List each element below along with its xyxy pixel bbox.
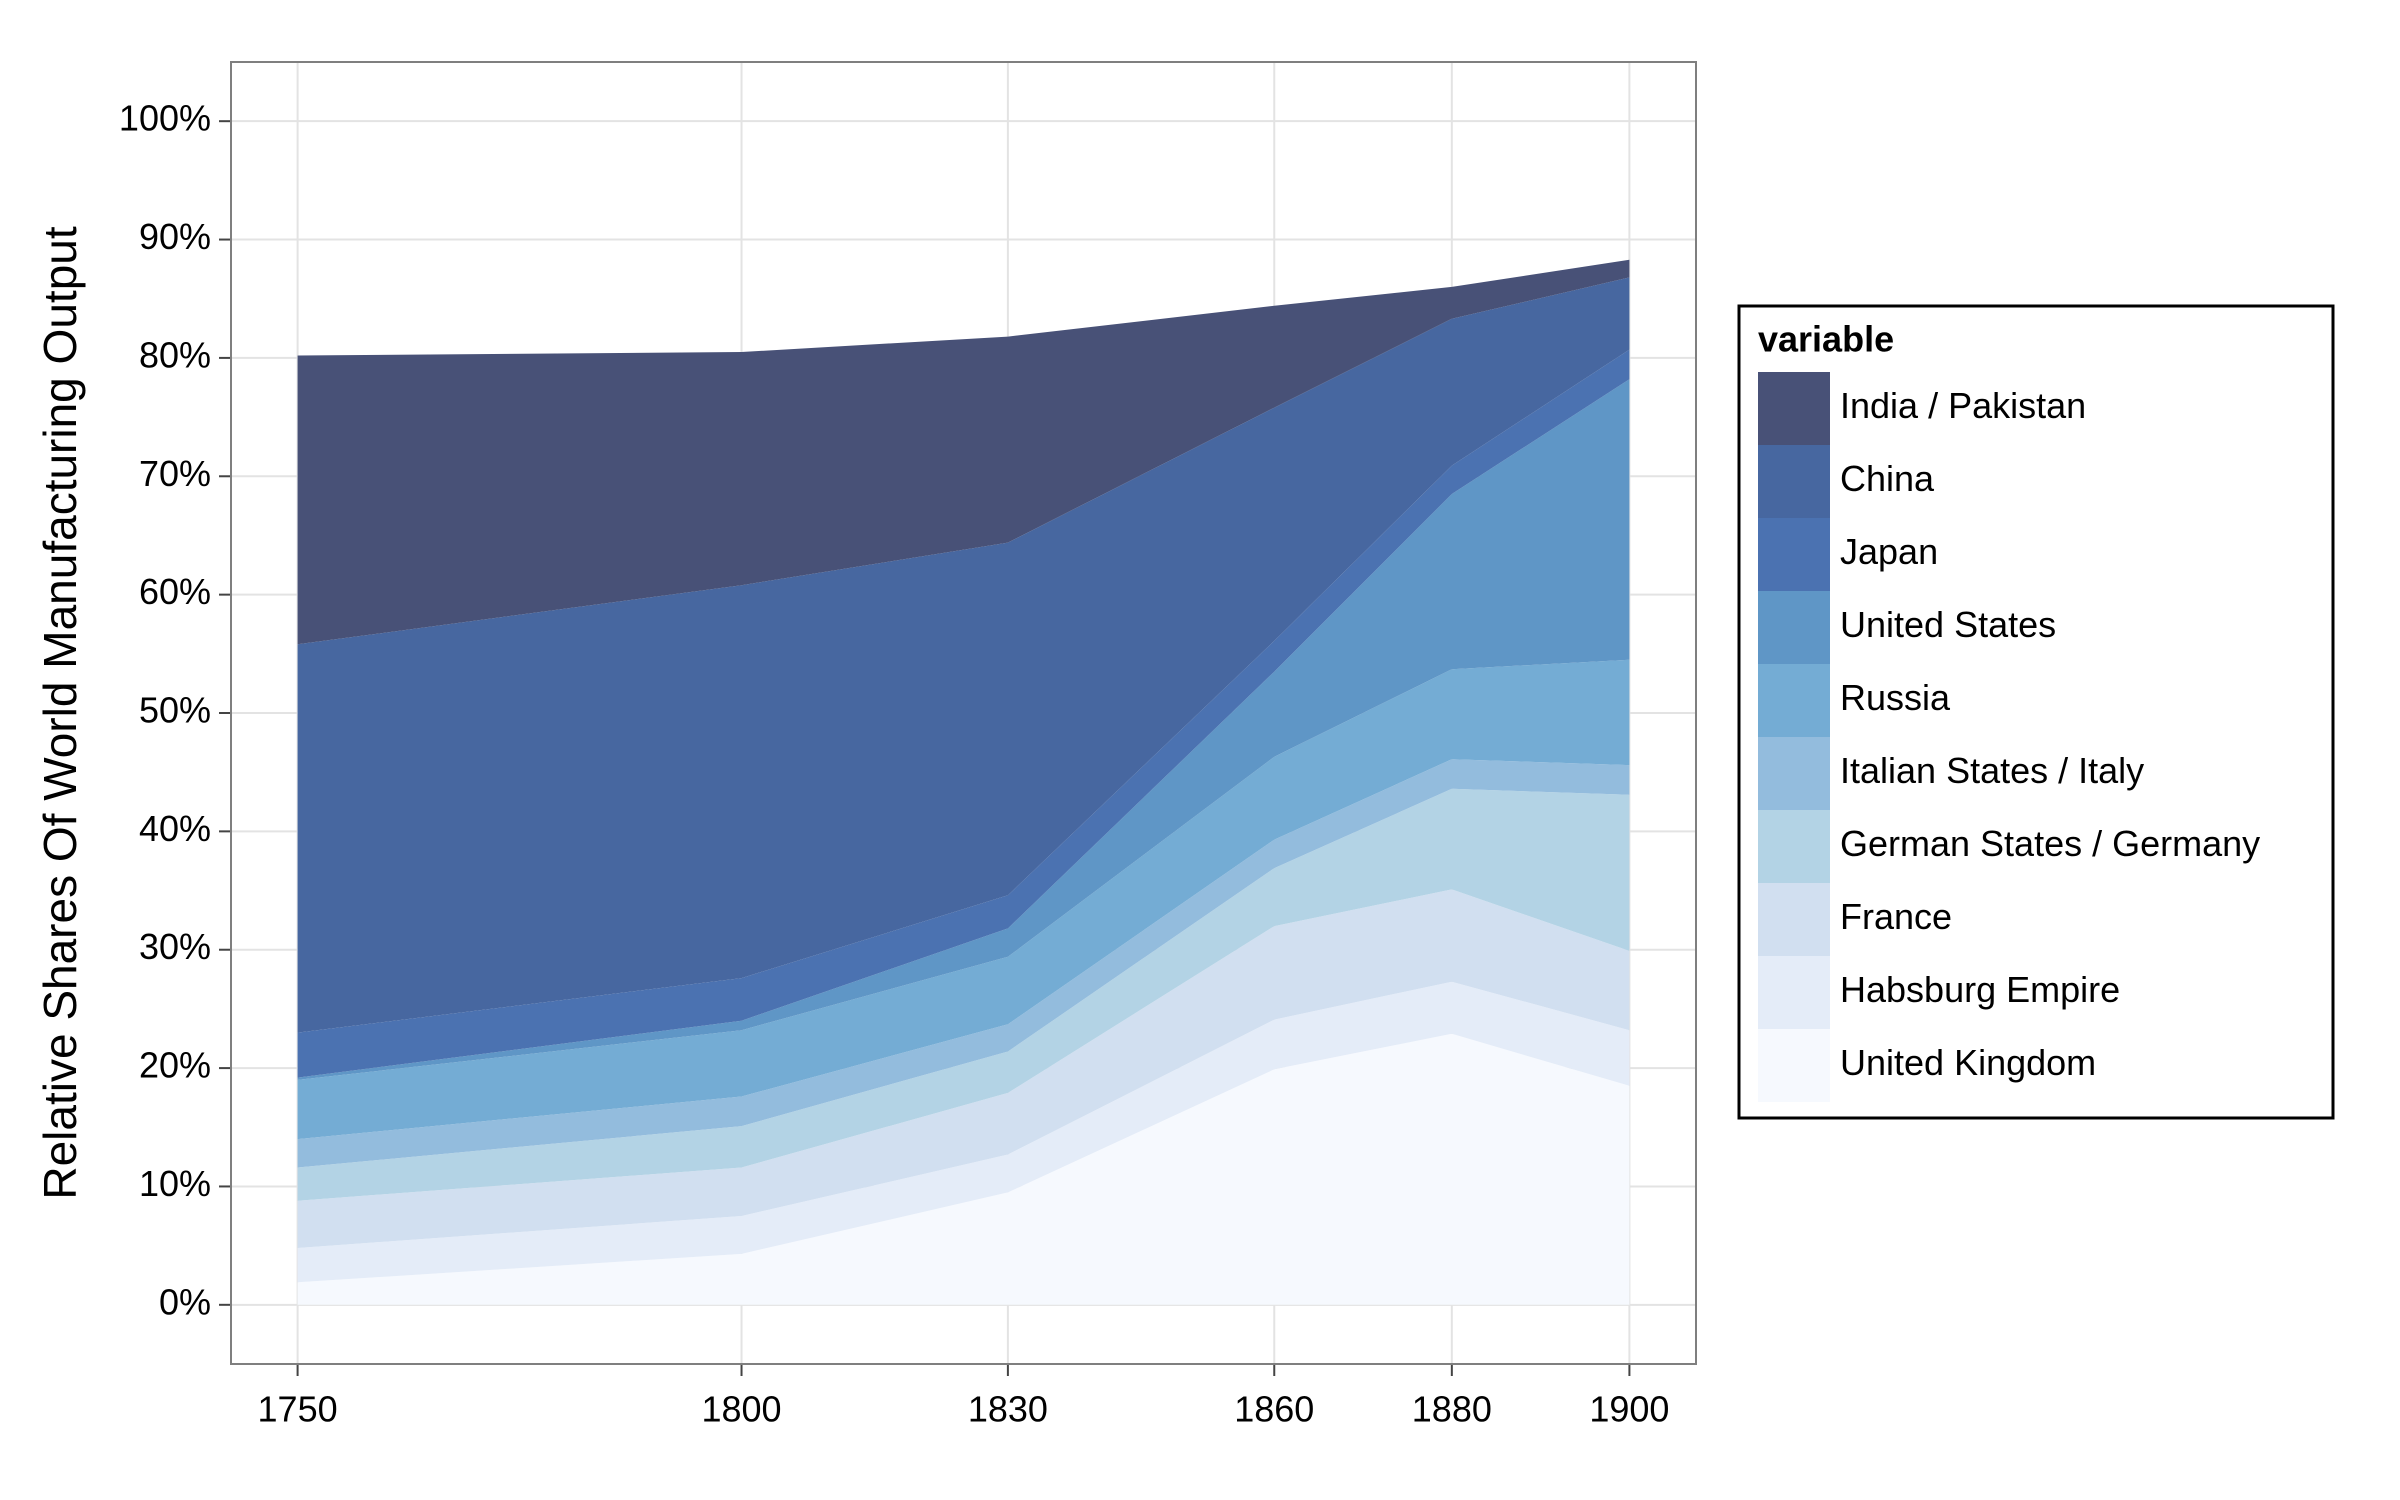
x-tick-label: 1750	[258, 1389, 338, 1430]
legend-key	[1758, 737, 1830, 810]
legend-key	[1758, 664, 1830, 737]
y-tick-label: 10%	[139, 1163, 211, 1204]
legend-label: France	[1840, 896, 1952, 937]
legend-label: China	[1840, 458, 1935, 499]
x-tick-label: 1860	[1234, 1389, 1314, 1430]
y-tick-label: 30%	[139, 926, 211, 967]
area	[297, 759, 1630, 1168]
legend-key	[1758, 518, 1830, 591]
y-tick-label: 70%	[139, 453, 211, 494]
y-tick-label: 50%	[139, 690, 211, 731]
y-axis-label: Relative Shares Of World Manufacturing O…	[34, 226, 86, 1199]
legend-label: India / Pakistan	[1840, 385, 2086, 426]
area	[297, 349, 1630, 1078]
x-tick-label: 1830	[968, 1389, 1048, 1430]
y-tick-label: 0%	[159, 1281, 211, 1322]
y-tick-label: 60%	[139, 571, 211, 612]
area	[297, 277, 1630, 1033]
plot-border	[230, 61, 1697, 1365]
legend-key	[1758, 956, 1830, 1029]
y-tick-label: 20%	[139, 1045, 211, 1086]
area	[297, 981, 1630, 1283]
legend-key	[1758, 445, 1830, 518]
areas	[297, 259, 1630, 1305]
legend-key	[1758, 810, 1830, 883]
legend-title: variable	[1758, 319, 1894, 360]
x-tick-label: 1880	[1412, 1389, 1492, 1430]
x-tick-label: 1900	[1589, 1389, 1669, 1430]
legend: variable India / Pakistan China Japan United…	[1737, 304, 2335, 1120]
legend-label: German States / Germany	[1840, 823, 2260, 864]
legend-key	[1758, 591, 1830, 664]
area	[297, 659, 1630, 1140]
y-tick-label: 100%	[119, 98, 211, 139]
legend-label: Russia	[1840, 677, 1951, 718]
legend-label: Italian States / Italy	[1840, 750, 2144, 791]
area	[297, 889, 1630, 1248]
legend-key	[1758, 1029, 1830, 1102]
legend-key	[1758, 372, 1830, 445]
x-tick-label: 1800	[701, 1389, 781, 1430]
area	[297, 1033, 1630, 1305]
legend-key	[1758, 883, 1830, 956]
legend-label: United States	[1840, 604, 2056, 645]
area	[297, 259, 1630, 645]
legend-label: United Kingdom	[1840, 1042, 2096, 1083]
legend-label: Japan	[1840, 531, 1938, 572]
y-tick-label: 80%	[139, 334, 211, 375]
area	[297, 788, 1630, 1201]
legend-label: Habsburg Empire	[1840, 969, 2120, 1010]
axes: 0% 10% 20% 30% 40% 50% 60% 70% 80% 90% 100% 1750 180…	[119, 61, 1697, 1430]
y-tick-label: 90%	[139, 216, 211, 257]
legend-box	[1737, 304, 2335, 1120]
y-tick-label: 40%	[139, 808, 211, 849]
